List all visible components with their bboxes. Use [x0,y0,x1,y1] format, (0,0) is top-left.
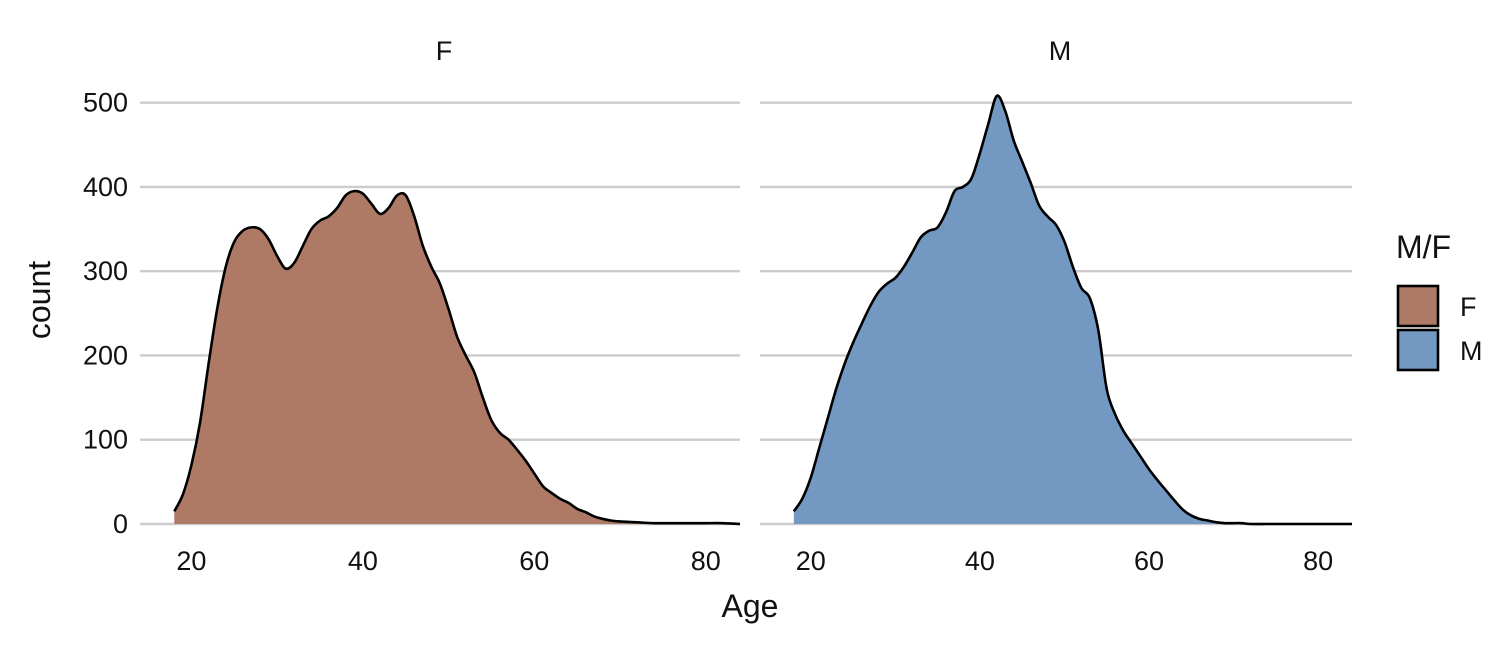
x-tick-label-f-40: 40 [348,546,378,576]
facet-panel-f: F 20 40 60 80 [140,36,741,576]
legend-label-m: M [1460,336,1483,366]
legend: M/F FM [1396,229,1483,372]
y-axis-title: count [21,261,57,339]
x-axis-title: Age [722,588,779,624]
x-tick-label-f-60: 60 [519,546,549,576]
x-tick-label-m-20: 20 [796,546,826,576]
x-tick-label-m-60: 60 [1134,546,1164,576]
legend-key-f [1396,284,1440,328]
density-outline-m [792,94,1352,526]
x-tick-label-f-20: 20 [176,546,206,576]
x-tick-label-f-80: 80 [691,546,721,576]
y-tick-label-500: 500 [83,88,128,118]
density-outline-f [173,189,741,526]
density-area-f [174,191,741,524]
x-tick-label-m-80: 80 [1303,546,1333,576]
legend-title: M/F [1396,229,1451,265]
facet-panel-m: M 20 40 60 80 [760,36,1352,576]
facet-panels: F 20 40 60 80 M 20 40 60 80 [140,36,1352,576]
y-axis: 0 100 200 300 400 500 [83,88,128,539]
density-area-m [793,95,1352,525]
legend-label-f: F [1460,292,1477,322]
y-tick-label-100: 100 [83,425,128,455]
y-tick-label-0: 0 [113,509,128,539]
y-tick-label-300: 300 [83,256,128,286]
legend-key-m [1396,328,1440,372]
x-tick-label-m-40: 40 [965,546,995,576]
facet-label-m: M [1049,36,1072,66]
facet-label-f: F [436,36,453,66]
y-tick-label-400: 400 [83,172,128,202]
y-tick-label-200: 200 [83,340,128,370]
